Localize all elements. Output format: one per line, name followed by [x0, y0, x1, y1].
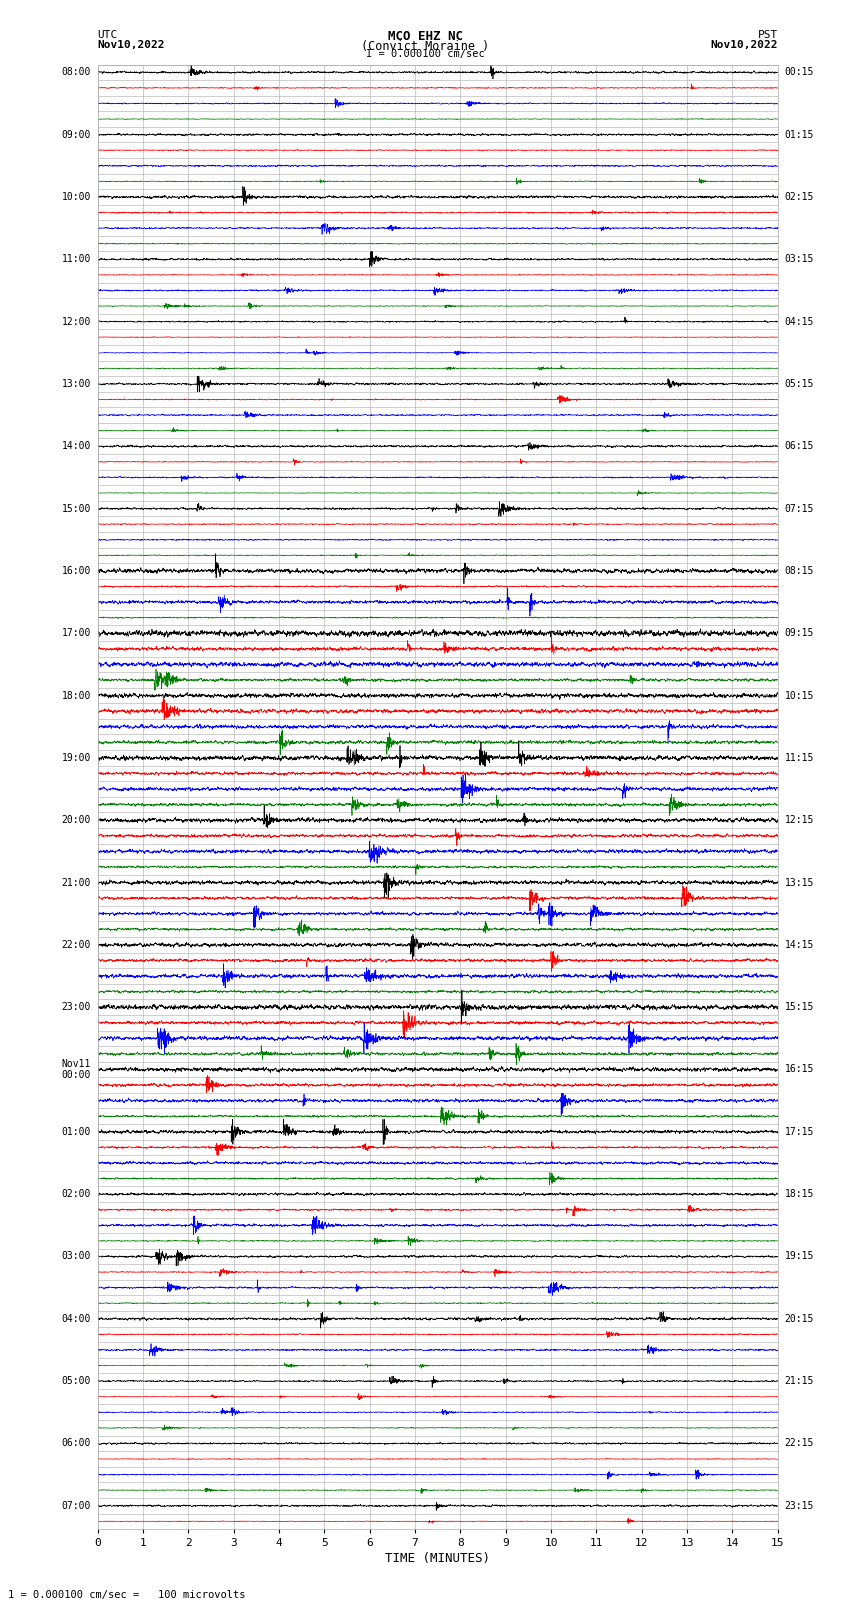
Text: 01:00: 01:00 — [61, 1127, 91, 1137]
Text: 02:00: 02:00 — [61, 1189, 91, 1198]
Text: PST: PST — [757, 31, 778, 40]
Text: 19:15: 19:15 — [785, 1252, 814, 1261]
Text: Nov10,2022: Nov10,2022 — [98, 39, 165, 50]
Text: 14:15: 14:15 — [785, 940, 814, 950]
Text: 22:15: 22:15 — [785, 1439, 814, 1448]
Text: 08:15: 08:15 — [785, 566, 814, 576]
Text: 03:15: 03:15 — [785, 255, 814, 265]
Text: 11:00: 11:00 — [61, 255, 91, 265]
Text: MCO EHZ NC: MCO EHZ NC — [388, 31, 462, 44]
Text: 15:00: 15:00 — [61, 503, 91, 513]
Text: 1 = 0.000100 cm/sec =   100 microvolts: 1 = 0.000100 cm/sec = 100 microvolts — [8, 1590, 246, 1600]
Text: 10:00: 10:00 — [61, 192, 91, 202]
Text: UTC: UTC — [98, 31, 118, 40]
Text: 21:15: 21:15 — [785, 1376, 814, 1386]
Text: 07:15: 07:15 — [785, 503, 814, 513]
Text: 04:15: 04:15 — [785, 316, 814, 326]
Text: 01:15: 01:15 — [785, 129, 814, 140]
Text: 11:15: 11:15 — [785, 753, 814, 763]
Text: 18:15: 18:15 — [785, 1189, 814, 1198]
Text: 03:00: 03:00 — [61, 1252, 91, 1261]
Text: 05:00: 05:00 — [61, 1376, 91, 1386]
Text: 13:15: 13:15 — [785, 877, 814, 887]
Text: 09:15: 09:15 — [785, 627, 814, 639]
Text: 02:15: 02:15 — [785, 192, 814, 202]
Text: 13:00: 13:00 — [61, 379, 91, 389]
Text: 20:00: 20:00 — [61, 815, 91, 826]
Text: 12:00: 12:00 — [61, 316, 91, 326]
Text: 08:00: 08:00 — [61, 68, 91, 77]
Text: 14:00: 14:00 — [61, 442, 91, 452]
Text: 06:00: 06:00 — [61, 1439, 91, 1448]
Text: Nov11
00:00: Nov11 00:00 — [61, 1058, 91, 1081]
Text: 15:15: 15:15 — [785, 1002, 814, 1013]
Text: 20:15: 20:15 — [785, 1313, 814, 1324]
Text: 16:15: 16:15 — [785, 1065, 814, 1074]
Text: 00:15: 00:15 — [785, 68, 814, 77]
Text: 19:00: 19:00 — [61, 753, 91, 763]
Text: 16:00: 16:00 — [61, 566, 91, 576]
Text: 18:00: 18:00 — [61, 690, 91, 700]
Text: 10:15: 10:15 — [785, 690, 814, 700]
Text: 23:15: 23:15 — [785, 1500, 814, 1511]
X-axis label: TIME (MINUTES): TIME (MINUTES) — [385, 1552, 490, 1565]
Text: 09:00: 09:00 — [61, 129, 91, 140]
Text: 04:00: 04:00 — [61, 1313, 91, 1324]
Text: I = 0.000100 cm/sec: I = 0.000100 cm/sec — [366, 50, 484, 60]
Text: 17:15: 17:15 — [785, 1127, 814, 1137]
Text: 12:15: 12:15 — [785, 815, 814, 826]
Text: (Convict Moraine ): (Convict Moraine ) — [361, 39, 489, 53]
Text: 07:00: 07:00 — [61, 1500, 91, 1511]
Text: Nov10,2022: Nov10,2022 — [711, 39, 778, 50]
Text: 05:15: 05:15 — [785, 379, 814, 389]
Text: 06:15: 06:15 — [785, 442, 814, 452]
Text: 23:00: 23:00 — [61, 1002, 91, 1013]
Text: 21:00: 21:00 — [61, 877, 91, 887]
Text: 22:00: 22:00 — [61, 940, 91, 950]
Text: 17:00: 17:00 — [61, 627, 91, 639]
